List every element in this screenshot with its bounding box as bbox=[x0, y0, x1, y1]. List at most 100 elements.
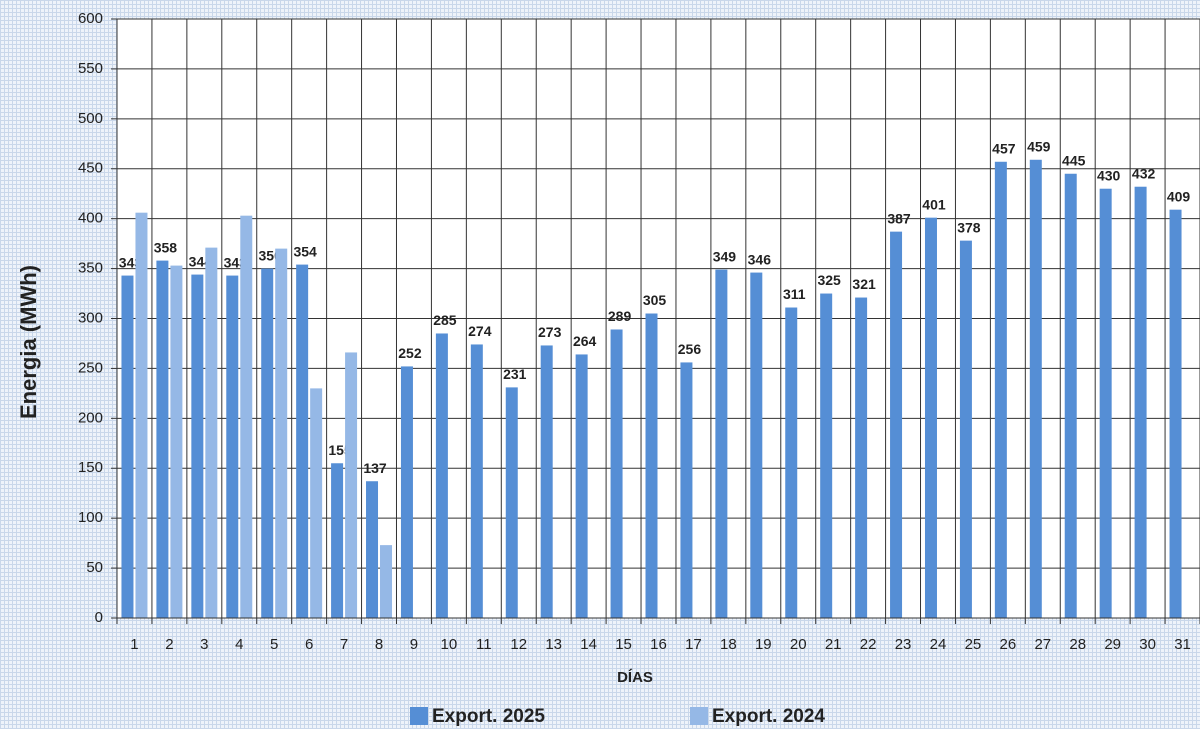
data-label: 274 bbox=[468, 323, 492, 339]
x-tick-label: 10 bbox=[441, 636, 458, 653]
bar bbox=[1065, 174, 1077, 618]
data-label: 311 bbox=[783, 286, 806, 302]
y-tick-label: 400 bbox=[78, 210, 103, 227]
data-label: 409 bbox=[1167, 188, 1191, 204]
y-tick-label: 200 bbox=[78, 409, 103, 426]
x-tick-label: 4 bbox=[235, 636, 243, 653]
legend-label: Export. 2025 bbox=[432, 706, 545, 727]
x-tick-label: 5 bbox=[270, 636, 278, 653]
x-tick-label: 1 bbox=[130, 636, 138, 653]
x-tick-label: 8 bbox=[375, 636, 383, 653]
bar bbox=[436, 333, 448, 618]
x-tick-label: 9 bbox=[410, 636, 418, 653]
y-tick-label: 550 bbox=[78, 60, 103, 77]
bar bbox=[135, 213, 147, 618]
data-label: 457 bbox=[992, 140, 1016, 156]
bar bbox=[750, 273, 762, 618]
bar bbox=[1030, 160, 1042, 618]
data-label: 231 bbox=[503, 366, 527, 382]
bar bbox=[401, 366, 413, 618]
x-tick-label: 14 bbox=[580, 636, 597, 653]
data-label: 354 bbox=[293, 243, 317, 259]
bar bbox=[471, 344, 483, 618]
x-tick-label: 21 bbox=[825, 636, 842, 653]
data-label: 325 bbox=[817, 272, 841, 288]
x-tick-label: 27 bbox=[1034, 636, 1051, 653]
x-tick-label: 20 bbox=[790, 636, 807, 653]
data-label: 137 bbox=[363, 460, 387, 476]
y-tick-label: 150 bbox=[78, 459, 103, 476]
y-tick-label: 500 bbox=[78, 110, 103, 127]
x-tick-label: 28 bbox=[1069, 636, 1086, 653]
x-tick-label: 29 bbox=[1104, 636, 1121, 653]
data-label: 378 bbox=[957, 219, 981, 235]
legend-label: Export. 2024 bbox=[712, 706, 825, 727]
data-label: 445 bbox=[1062, 152, 1086, 168]
y-tick-label: 350 bbox=[78, 260, 103, 277]
bar bbox=[715, 270, 727, 618]
bar bbox=[785, 308, 797, 618]
bar bbox=[1170, 210, 1182, 618]
bar bbox=[646, 314, 658, 618]
bar bbox=[380, 545, 392, 618]
x-tick-label: 23 bbox=[895, 636, 912, 653]
bar bbox=[541, 345, 553, 618]
x-tick-label: 12 bbox=[510, 636, 527, 653]
x-tick-label: 31 bbox=[1174, 636, 1191, 653]
data-label: 252 bbox=[398, 345, 422, 361]
x-tick-label: 19 bbox=[755, 636, 772, 653]
data-label: 432 bbox=[1132, 165, 1156, 181]
chart: Energia (MWh) DÍAS 050100150200250300350… bbox=[0, 0, 1200, 729]
data-label: 346 bbox=[748, 251, 772, 267]
bar bbox=[366, 481, 378, 618]
bar bbox=[1100, 189, 1112, 618]
bar bbox=[890, 232, 902, 618]
data-label: 358 bbox=[154, 239, 178, 255]
x-tick-label: 24 bbox=[930, 636, 947, 653]
x-tick-label: 18 bbox=[720, 636, 737, 653]
x-tick-label: 13 bbox=[545, 636, 562, 653]
bar bbox=[925, 218, 937, 618]
legend-swatch bbox=[410, 707, 428, 725]
x-tick-label: 17 bbox=[685, 636, 702, 653]
bar bbox=[855, 298, 867, 618]
bar bbox=[611, 329, 623, 618]
bar bbox=[261, 269, 273, 618]
bar bbox=[240, 216, 252, 618]
data-label: 401 bbox=[922, 196, 946, 212]
data-label: 289 bbox=[608, 308, 632, 324]
data-label: 321 bbox=[852, 276, 876, 292]
x-tick-label: 16 bbox=[650, 636, 667, 653]
y-tick-label: 250 bbox=[78, 359, 103, 376]
data-label: 305 bbox=[643, 292, 667, 308]
bar bbox=[331, 463, 343, 618]
bar bbox=[345, 352, 357, 618]
data-label: 256 bbox=[678, 341, 702, 357]
x-axis-label: DÍAS bbox=[617, 669, 653, 686]
bar bbox=[820, 294, 832, 618]
bar bbox=[226, 276, 238, 618]
y-tick-label: 600 bbox=[78, 10, 103, 27]
y-tick-label: 300 bbox=[78, 309, 103, 326]
y-tick-label: 0 bbox=[95, 609, 103, 626]
x-tick-label: 7 bbox=[340, 636, 348, 653]
bar bbox=[576, 354, 588, 618]
bar bbox=[960, 241, 972, 618]
legend-swatch bbox=[690, 707, 708, 725]
bar bbox=[275, 249, 287, 618]
x-tick-label: 26 bbox=[1000, 636, 1017, 653]
data-label: 349 bbox=[713, 248, 737, 264]
data-label: 459 bbox=[1027, 138, 1051, 154]
bar bbox=[170, 266, 182, 618]
x-tick-label: 11 bbox=[476, 636, 492, 653]
y-tick-label: 50 bbox=[86, 559, 103, 576]
x-tick-label: 3 bbox=[200, 636, 208, 653]
x-tick-label: 22 bbox=[860, 636, 877, 653]
bar bbox=[310, 388, 322, 618]
bar bbox=[995, 162, 1007, 618]
x-tick-label: 2 bbox=[165, 636, 173, 653]
x-tick-label: 25 bbox=[965, 636, 982, 653]
bar bbox=[191, 275, 203, 618]
x-tick-label: 15 bbox=[615, 636, 632, 653]
bar bbox=[1135, 187, 1147, 618]
